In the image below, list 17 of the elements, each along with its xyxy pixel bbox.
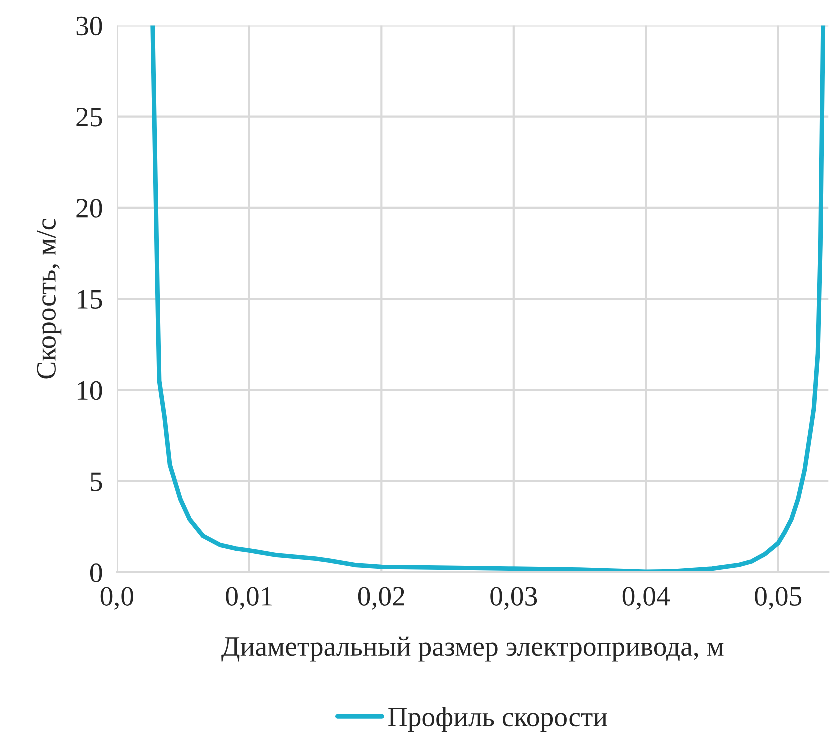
x-axis-title: Диаметральный размер электропривода, м <box>222 636 724 662</box>
x-tick-label: 0,05 <box>755 587 802 610</box>
y-tick-label: 10 <box>78 381 102 400</box>
y-tick-label: 20 <box>76 199 102 218</box>
y-tick-label: 25 <box>76 108 102 127</box>
x-tick-label: 0,02 <box>358 587 404 610</box>
x-tick-label: 0,04 <box>622 587 670 610</box>
y-tick-label: 15 <box>78 290 102 310</box>
line-series <box>150 26 826 573</box>
y-tick-label: 30 <box>76 16 102 36</box>
y-tick-label: 5 <box>91 472 102 492</box>
y-axis-title: Скорость, м/с <box>37 219 62 379</box>
x-tick-label: 0,0 <box>100 587 134 610</box>
x-tick-label: 0,03 <box>490 587 538 610</box>
x-tick-label: 0,01 <box>226 587 272 610</box>
y-tick-label: 0 <box>90 564 102 582</box>
legend-label: Профиль скорости <box>388 707 608 732</box>
